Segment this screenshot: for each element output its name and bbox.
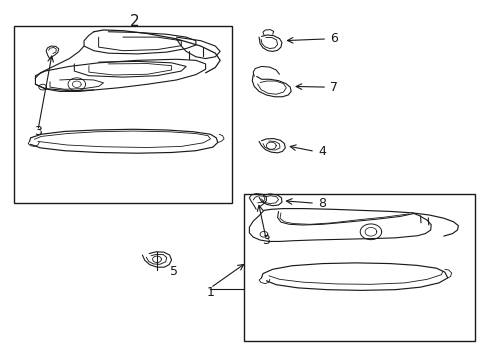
Text: 6: 6 (330, 32, 338, 45)
Text: 5: 5 (170, 265, 178, 278)
Text: 8: 8 (318, 197, 325, 210)
Text: 3: 3 (262, 234, 270, 247)
Bar (244, 194, 474, 341)
Bar (14, 26, 232, 203)
Text: 7: 7 (330, 81, 338, 94)
Text: 2: 2 (130, 14, 140, 28)
Text: 3: 3 (34, 125, 41, 138)
Text: 4: 4 (318, 145, 325, 158)
Text: 1: 1 (206, 286, 214, 299)
